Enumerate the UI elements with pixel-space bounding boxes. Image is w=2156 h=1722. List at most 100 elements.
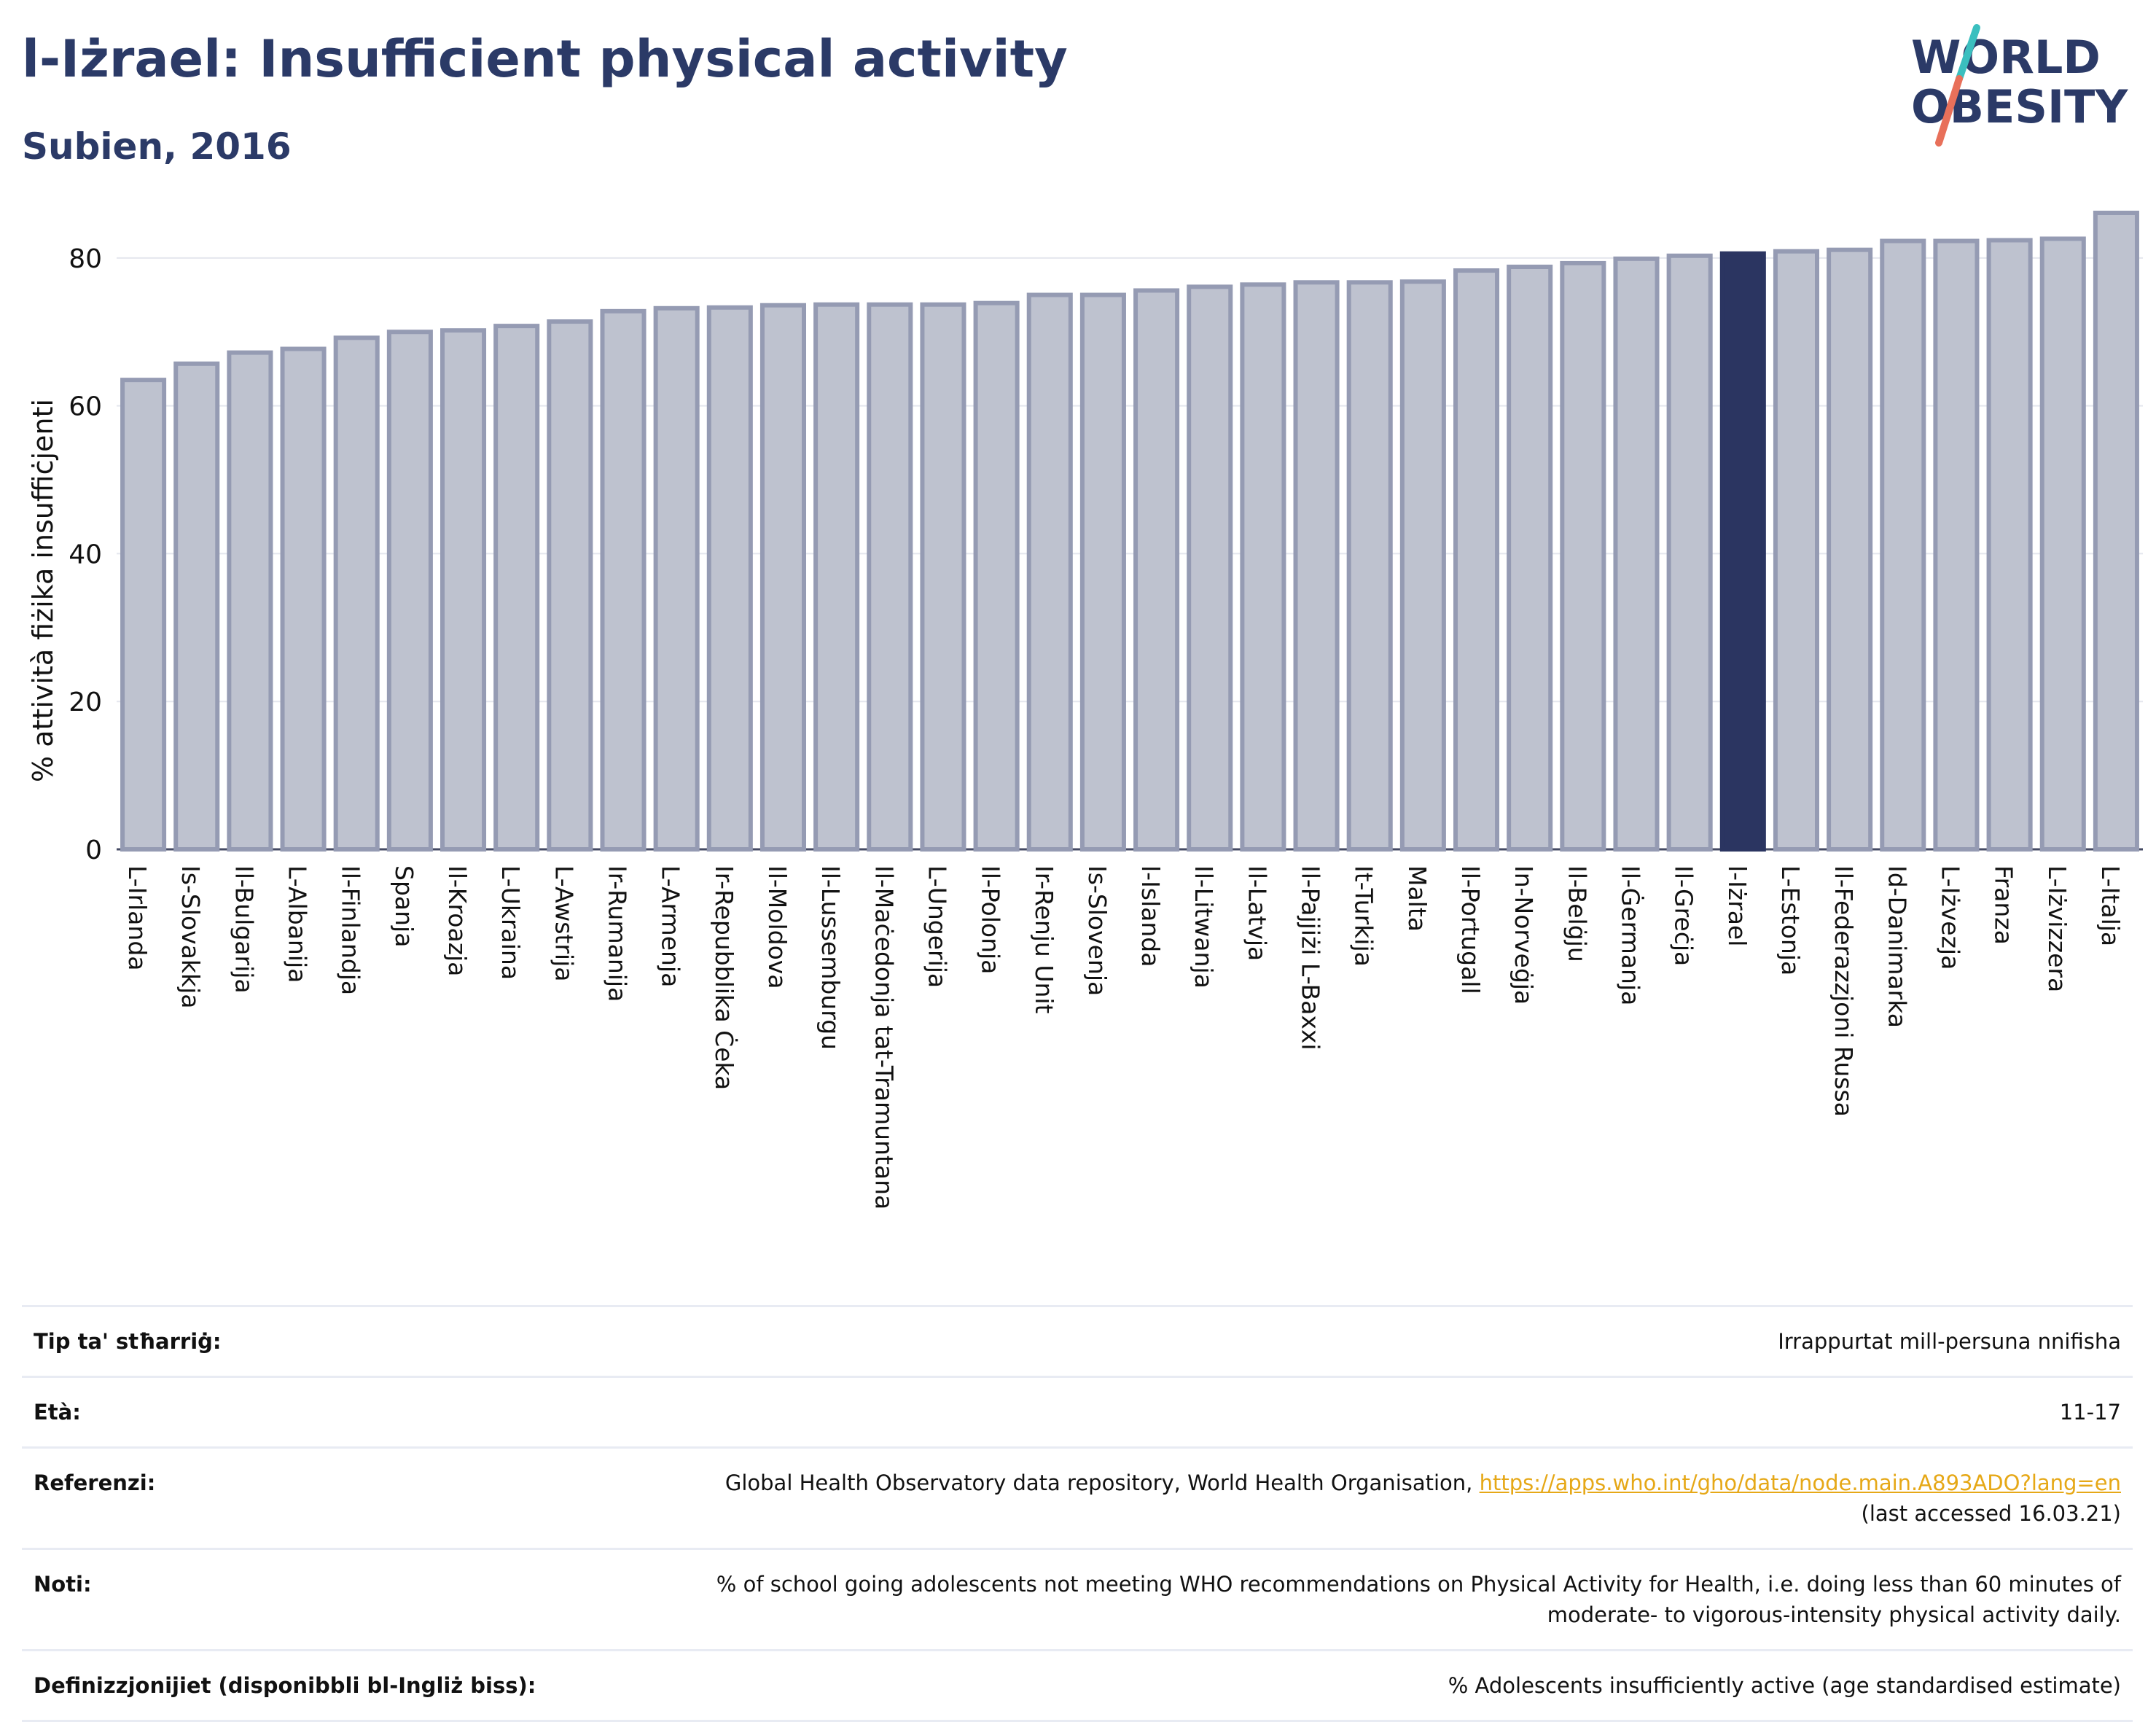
reference-text: Global Health Observatory data repositor… (724, 1470, 1480, 1495)
bar (1507, 265, 1553, 852)
x-tick-label: Il-Finlandja (337, 865, 365, 995)
x-tick-label: Is-Slovakkja (176, 865, 205, 1009)
info-key: Definizzjonijiet (disponibbli bl-Ingliż … (22, 1649, 628, 1722)
world-obesity-logo: WORLD OBESITY (1911, 24, 2128, 147)
x-tick-label: L-Estonja (1776, 865, 1805, 975)
bar (867, 302, 913, 852)
x-tick-label: Il-Pajjiżi L-Baxxi (1297, 865, 1325, 1051)
bar (2039, 236, 2086, 852)
x-tick-label: L-Irlanda (123, 865, 152, 971)
reference-link[interactable]: https://apps.who.int/gho/data/node.main.… (1479, 1470, 2121, 1495)
info-key: Tip ta' stħarriġ: (22, 1305, 628, 1378)
bar-chart: 0 20 40 60 80 L-Irlanda Is-Slovakkja Il-Bulgari… (27, 210, 2143, 1209)
bar (1026, 292, 1073, 852)
bar (333, 335, 380, 852)
x-tick-label: l-Iżrael (1723, 865, 1751, 946)
bar (1453, 268, 1500, 852)
bar (1560, 260, 1606, 852)
bar (1880, 238, 1926, 852)
info-value: % Adolescents insufficiently active (age… (628, 1649, 2133, 1722)
x-tick-label: Il-Litwanja (1190, 865, 1218, 989)
x-tick-label: Il-Kroazja (443, 865, 472, 976)
bar (706, 305, 753, 852)
bar (1346, 280, 1393, 852)
bar (386, 330, 433, 852)
x-tick-label: L-Armenja (657, 865, 685, 987)
axis-layer: 0 20 40 60 80 L-Irlanda Is-Slovakkja Il-Bulgari… (69, 244, 2125, 1209)
bar (1773, 249, 1820, 852)
bar (600, 308, 647, 852)
bar-highlighted (1719, 251, 1766, 852)
bar (493, 324, 540, 852)
info-value: Global Health Observatory data repositor… (628, 1446, 2133, 1550)
bar (1240, 282, 1286, 852)
bar (1399, 279, 1446, 852)
x-tick-label: Il-Belġju (1563, 865, 1591, 962)
bar (2093, 210, 2139, 852)
bar (1187, 284, 1233, 852)
bar (1293, 280, 1340, 852)
x-tick-label: Id-Danimarka (1883, 865, 1911, 1028)
x-tick-label: Ir-Repubblika Ċeka (710, 865, 739, 1090)
x-tick-label: Il-Moldova (763, 865, 792, 989)
x-tick-label: Il-Polonja (977, 865, 1005, 974)
y-axis-label: % attività fiżika insuffiċjenti (27, 399, 59, 782)
x-tick-label: L-Ungerija (923, 865, 951, 988)
info-row-notes: Noti: % of school going adolescents not … (22, 1548, 2133, 1651)
bar (1933, 238, 1980, 852)
logo-line1: WORLD (1911, 31, 2101, 84)
x-tick-label: Spanja (390, 865, 418, 947)
x-tick-label: Il-Lussemburgu (816, 865, 845, 1050)
bar (973, 300, 1020, 852)
y-tick-label: 40 (69, 539, 102, 569)
bar (1986, 238, 2033, 852)
bar (920, 302, 966, 852)
info-value: % of school going adolescents not meetin… (628, 1548, 2133, 1651)
x-tick-label: Franza (1990, 865, 2018, 945)
x-tick-label: Ir-Renju Unit (1030, 865, 1058, 1014)
bar (120, 378, 167, 852)
y-tick-label: 80 (69, 244, 102, 274)
info-value: 11-17 (628, 1376, 2133, 1449)
x-tick-label: Il-Bulgarija (230, 865, 258, 994)
x-tick-label: L-Ukraina (496, 865, 525, 980)
x-tick-label: Il-Federazzjoni Russa (1829, 865, 1858, 1117)
bar (280, 346, 327, 852)
x-tick-label: In-Norveġja (1509, 865, 1538, 1005)
bar (1827, 247, 1873, 852)
x-tick-label: L-Italja (2096, 865, 2125, 946)
info-value: Irrappurtat mill-persuna nnifisha (628, 1305, 2133, 1378)
x-tick-label: Is-Slovenja (1083, 865, 1112, 996)
bar (440, 328, 487, 852)
logo-slash-bottom (1935, 75, 1963, 147)
reference-accessed: (last accessed 16.03.21) (1861, 1501, 2121, 1526)
x-tick-label: L-Awstrija (550, 865, 578, 981)
info-key: Noti: (22, 1548, 628, 1651)
info-row-age: Età: 11-17 (22, 1376, 2133, 1449)
x-tick-label: l-Islanda (1136, 865, 1165, 967)
x-tick-label: Malta (1403, 865, 1432, 932)
x-tick-label: Ir-Rumanija (604, 865, 632, 1002)
x-tick-label: L-Iżvizzera (2043, 865, 2071, 992)
page-subtitle: Subien, 2016 (22, 125, 292, 168)
bar (1613, 256, 1660, 852)
bar (759, 303, 807, 852)
y-tick-label: 60 (69, 392, 102, 422)
page-title: l-Iżrael: Insufficient physical activity (22, 29, 1068, 89)
info-key: Età: (22, 1376, 628, 1449)
info-table: Tip ta' stħarriġ: Irrappurtat mill-persu… (22, 1305, 2133, 1722)
x-tick-label: Il-Latvja (1243, 865, 1271, 961)
y-tick-label: 0 (85, 835, 102, 865)
x-tick-label: Il-Ġermanja (1617, 865, 1646, 1005)
logo-slash-top (1956, 24, 1980, 82)
info-key: Referenzi: (22, 1446, 628, 1550)
bar (1666, 253, 1713, 852)
info-row-definitions: Definizzjonijiet (disponibbli bl-Ingliż … (22, 1649, 2133, 1722)
y-tick-label: 20 (69, 687, 102, 717)
x-tick-label: Il-Portugall (1456, 865, 1485, 994)
bar (173, 361, 220, 852)
bar (227, 350, 273, 852)
x-tick-label: Il-Maċedonja tat-Tramuntana (870, 865, 898, 1209)
bar (547, 319, 593, 852)
bar (813, 302, 860, 852)
